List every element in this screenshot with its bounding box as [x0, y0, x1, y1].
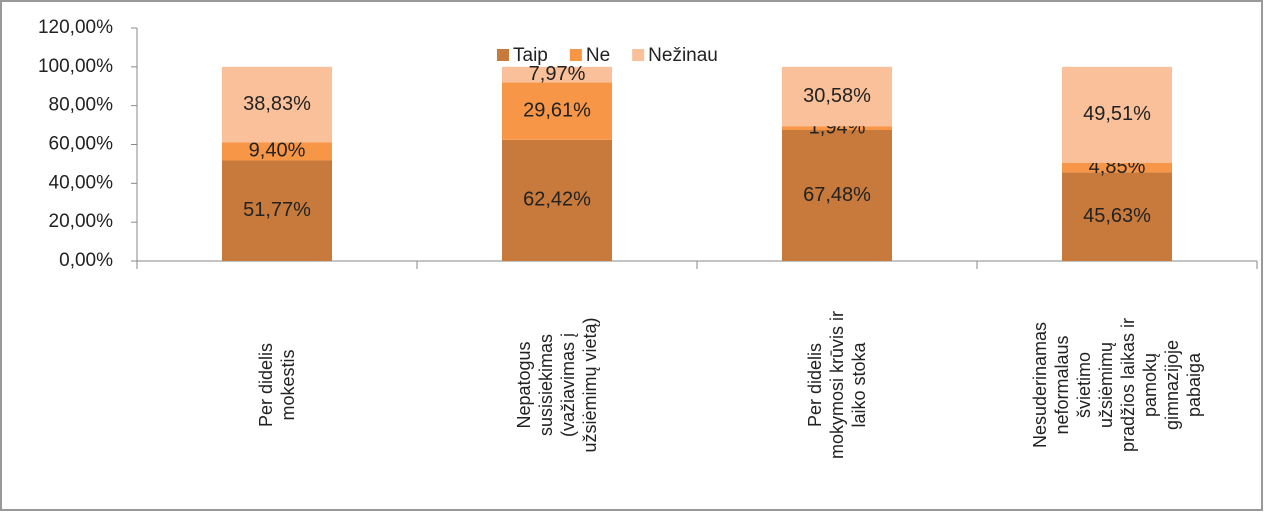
bar-segment [1062, 162, 1172, 173]
y-tick-label: 20,00% [49, 211, 114, 232]
y-tick-label: 40,00% [49, 172, 114, 193]
bar-segment [222, 142, 332, 161]
legend-swatch [569, 49, 582, 61]
bar-segment [222, 160, 332, 261]
value-label: 49,51% [1083, 103, 1151, 125]
legend-swatch [632, 49, 645, 61]
bar-segment [222, 66, 332, 143]
bar-segment [782, 66, 892, 127]
legend-label: Nežinau [648, 45, 718, 66]
y-tick-label: 60,00% [49, 134, 114, 155]
value-label: 30,58% [803, 85, 871, 107]
y-tick-label: 120,00% [38, 17, 113, 38]
x-tick-label: Nesuderinamas neformalaus švietimo užsiė… [1030, 317, 1204, 453]
bar-segment [782, 126, 892, 130]
legend-label: Taip [513, 45, 548, 66]
x-tick-label: Per didelis mokestis [256, 342, 298, 428]
x-tick-label: Nepatogus susisiekimas (važiavimas į užs… [514, 317, 600, 453]
value-label: 29,61% [523, 99, 591, 121]
bar-segment [782, 129, 892, 261]
x-tick-label: Per didelis mokymosi krūvis ir laiko sto… [805, 311, 869, 460]
value-label: 7,97% [529, 63, 586, 85]
y-tick-label: 100,00% [38, 56, 113, 77]
legend-label: Ne [586, 45, 610, 66]
bar-segment [502, 82, 612, 140]
bar-segment [502, 66, 612, 83]
legend-swatch [497, 49, 509, 61]
value-label: 67,48% [803, 184, 871, 206]
value-label: 38,83% [243, 93, 311, 115]
bar-segment [1062, 172, 1172, 261]
y-tick-label: 80,00% [49, 95, 114, 116]
value-label: 9,40% [249, 140, 306, 162]
value-label: 45,63% [1083, 205, 1151, 227]
bar-segment [1062, 66, 1172, 163]
bar-segment [502, 139, 612, 261]
y-tick-label: 0,00% [59, 250, 113, 271]
value-label: 51,77% [243, 199, 311, 221]
value-label: 62,42% [523, 189, 591, 211]
